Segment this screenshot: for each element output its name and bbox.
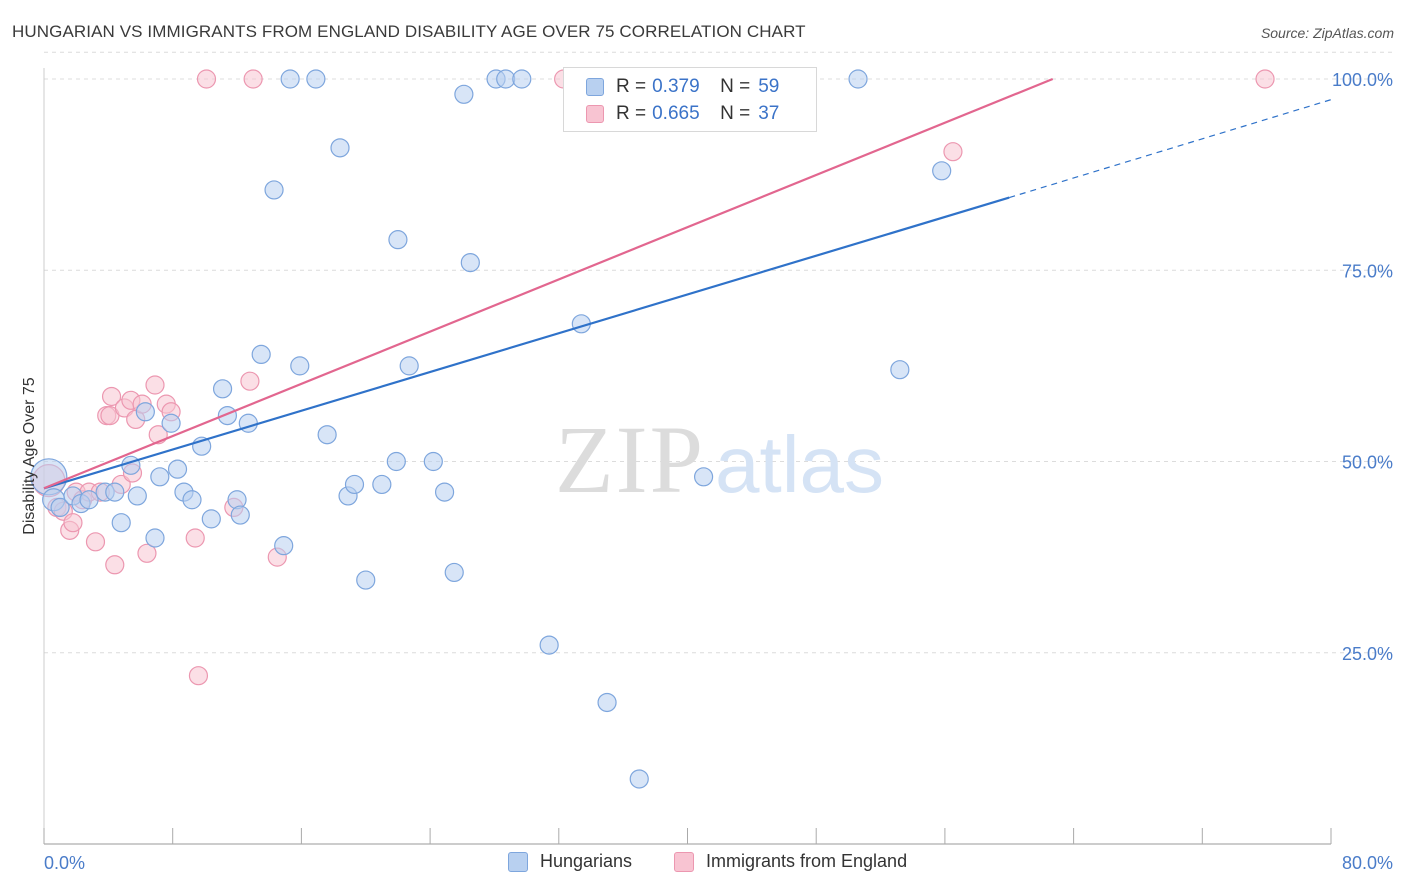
data-point [79,490,99,510]
data-point [848,69,868,89]
data-point [185,528,205,548]
data-point [196,69,217,89]
data-point [50,497,70,517]
data-point [423,451,443,472]
legend-swatch-hungarians [508,851,528,872]
data-point [201,509,221,529]
data-point [306,69,326,89]
data-point [240,371,260,391]
data-point [344,474,365,495]
data-point [454,84,474,104]
data-point [137,543,157,563]
data-point [243,69,263,89]
data-point [317,425,337,445]
data-point [145,375,165,395]
data-point [230,505,250,525]
data-point [388,230,408,250]
legend-r-value: 0.379 [652,76,700,97]
correlation-legend: R = 0.379 N = 59 R = 0.665 N = 37 [563,67,817,132]
data-point [251,344,271,364]
data-point [85,532,106,552]
trend-line-hungarians-extension [1009,99,1332,199]
data-point [188,666,209,686]
legend-n-value: 37 [758,103,780,124]
data-point [111,513,131,533]
data-point [444,562,464,583]
y-tick-label: 75.0% [1342,261,1393,281]
data-point [597,692,617,713]
watermark-zip: ZIP [555,406,705,513]
watermark-atlas: atlas [715,420,884,509]
trend-lines [43,77,1332,490]
data-point [150,467,170,487]
series-immigrants-from-england [32,69,1275,686]
data-point [105,555,125,575]
data-point [356,570,376,590]
data-point [629,769,649,789]
data-point [1255,69,1275,89]
data-point [932,161,952,181]
y-tick-label: 100.0% [1332,70,1393,90]
legend-swatch-pink [586,105,604,123]
y-tick-labels: 25.0% 50.0% 75.0% 100.0% [1332,70,1393,664]
y-tick-label: 50.0% [1342,453,1393,473]
data-point [264,180,284,200]
y-tick-label: 25.0% [1342,644,1393,664]
legend-item-england[interactable]: Immigrants from England [674,851,907,872]
chart-title: HUNGARIAN VS IMMIGRANTS FROM ENGLAND DIS… [12,22,806,41]
legend-r-key: R = [616,76,647,97]
data-point [434,482,455,502]
watermark: ZIP atlas [555,406,884,513]
data-point [512,69,532,89]
source-label: Source: ZipAtlas.com [1260,25,1394,41]
data-point [943,142,963,162]
data-point [330,138,350,158]
data-point [274,536,294,556]
y-axis-title: Disability Age Over 75 [21,377,38,535]
data-point [161,413,181,433]
legend-row-england: R = 0.665 N = 37 [586,102,779,126]
data-point [693,467,714,487]
data-point [372,474,392,495]
legend-item-hungarians[interactable]: Hungarians [508,851,632,872]
data-point [399,356,419,376]
legend-n-key: N = [720,76,751,97]
data-point [280,69,300,89]
legend-r-key: R = [616,103,647,124]
data-point [182,490,202,510]
legend-n-key: N = [720,103,751,124]
series-legend: Hungarians Immigrants from England [0,851,1406,879]
data-point [212,379,233,399]
legend-label-england: Immigrants from England [706,851,908,871]
data-point [145,528,165,548]
data-point [496,69,516,89]
x-tick-label-min: 0.0% [44,853,85,873]
legend-swatch-blue [586,78,604,96]
x-tick-label-max: 80.0% [1342,853,1393,873]
data-point [890,360,910,380]
data-point [63,513,83,533]
data-point [127,486,147,506]
data-point [539,635,559,655]
legend-n-value: 59 [758,76,780,97]
x-ticks [43,828,1332,844]
data-point [460,253,480,273]
legend-r-value: 0.665 [652,103,700,124]
data-point [135,402,155,422]
trend-line-hungarians [43,196,1010,490]
legend-label-hungarians: Hungarians [540,851,633,871]
data-point [167,459,188,479]
data-point [101,386,122,407]
trend-line-england [43,77,1054,490]
data-point [105,482,125,502]
data-point [121,455,141,475]
data-point [386,451,406,472]
legend-swatch-england [674,851,694,872]
legend-row-hungarians: R = 0.379 N = 59 [586,75,779,99]
data-point [290,356,310,376]
